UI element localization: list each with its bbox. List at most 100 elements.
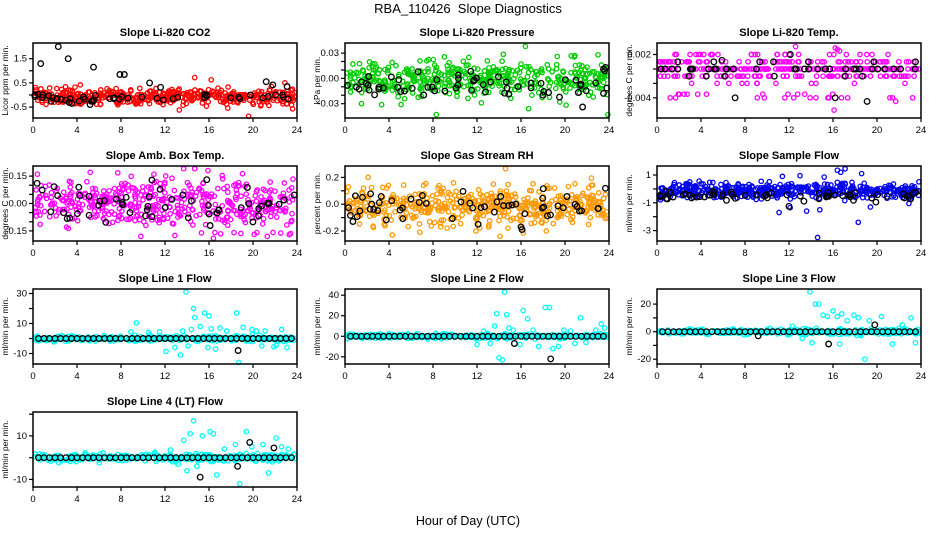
svg-text:-0.5: -0.5 bbox=[11, 102, 27, 113]
svg-text:0: 0 bbox=[30, 248, 35, 259]
svg-text:8: 8 bbox=[118, 494, 123, 505]
svg-text:Slope Li-820 Pressure: Slope Li-820 Pressure bbox=[420, 27, 535, 39]
svg-text:16: 16 bbox=[828, 248, 839, 259]
svg-text:24: 24 bbox=[604, 248, 615, 259]
svg-text:8: 8 bbox=[430, 125, 435, 136]
svg-text:0.2: 0.2 bbox=[326, 172, 339, 183]
svg-text:16: 16 bbox=[204, 125, 215, 136]
svg-text:12: 12 bbox=[472, 371, 483, 382]
svg-text:20: 20 bbox=[872, 248, 883, 259]
svg-text:0: 0 bbox=[342, 125, 347, 136]
svg-text:0: 0 bbox=[342, 371, 347, 382]
subplot-slope-gas-stream-rh: Slope Gas Stream RH percent per min. 0.2 0.… bbox=[312, 140, 624, 263]
svg-text:16: 16 bbox=[204, 248, 215, 259]
svg-text:4: 4 bbox=[698, 248, 703, 259]
svg-text:20: 20 bbox=[560, 371, 571, 382]
svg-text:Slope Sample Flow: Slope Sample Flow bbox=[739, 150, 840, 162]
svg-text:12: 12 bbox=[472, 125, 483, 136]
svg-text:4: 4 bbox=[74, 371, 79, 382]
svg-text:4: 4 bbox=[698, 125, 703, 136]
svg-text:ml/min per min.: ml/min per min. bbox=[312, 297, 322, 355]
svg-text:16: 16 bbox=[204, 371, 215, 382]
svg-text:20: 20 bbox=[560, 248, 571, 259]
svg-text:0: 0 bbox=[646, 327, 651, 338]
svg-text:degrees C per min.: degrees C per min. bbox=[624, 44, 634, 116]
svg-text:16: 16 bbox=[204, 494, 215, 505]
svg-text:Slope Gas Stream RH: Slope Gas Stream RH bbox=[420, 150, 533, 162]
svg-text:24: 24 bbox=[292, 494, 303, 505]
subplot-canvas-li820-co2: Slope Li-820 CO2 Licor ppm per min. 1.5 0.5… bbox=[0, 27, 303, 136]
svg-text:12: 12 bbox=[160, 371, 171, 382]
svg-text:ml/min per min.: ml/min per min. bbox=[0, 297, 10, 355]
svg-text:20: 20 bbox=[560, 125, 571, 136]
svg-text:0.03: 0.03 bbox=[321, 48, 340, 59]
subplot-canvas-gas-stream-rh: Slope Gas Stream RH percent per min. 0.2 0.… bbox=[312, 150, 615, 259]
svg-text:20: 20 bbox=[248, 371, 259, 382]
svg-text:0: 0 bbox=[30, 125, 35, 136]
subplot-canvas-line1-flow: Slope Line 1 Flow ml/min per min. 30 10 -100… bbox=[0, 273, 302, 382]
svg-text:4: 4 bbox=[698, 371, 703, 382]
svg-text:20: 20 bbox=[248, 125, 259, 136]
svg-text:24: 24 bbox=[292, 125, 303, 136]
svg-text:0: 0 bbox=[654, 371, 659, 382]
svg-text:1.5: 1.5 bbox=[14, 54, 27, 65]
svg-text:16: 16 bbox=[828, 125, 839, 136]
svg-text:0: 0 bbox=[30, 371, 35, 382]
svg-text:12: 12 bbox=[160, 494, 171, 505]
svg-text:8: 8 bbox=[430, 248, 435, 259]
svg-text:degrees C per min.: degrees C per min. bbox=[0, 167, 10, 239]
svg-text:24: 24 bbox=[292, 248, 303, 259]
subplot-slope-sample-flow: Slope Sample Flow ml/min per min. 1 -1 -3 0 4 8… bbox=[624, 140, 936, 263]
figure-title: RBA_110426 Slope Diagnostics bbox=[374, 1, 562, 16]
svg-text:Slope Li-820 Temp.: Slope Li-820 Temp. bbox=[739, 27, 838, 39]
svg-text:8: 8 bbox=[430, 371, 435, 382]
svg-text:4: 4 bbox=[386, 125, 391, 136]
subplot-canvas-sample-flow: Slope Sample Flow ml/min per min. 1 -1 -30 4 8… bbox=[624, 150, 926, 259]
svg-text:0: 0 bbox=[342, 248, 347, 259]
svg-text:0.0: 0.0 bbox=[326, 199, 339, 210]
svg-text:-0.2: -0.2 bbox=[323, 226, 339, 237]
svg-text:16: 16 bbox=[828, 371, 839, 382]
svg-text:ml/min per min.: ml/min per min. bbox=[624, 174, 634, 232]
svg-text:12: 12 bbox=[784, 248, 795, 259]
svg-text:ml/min per min.: ml/min per min. bbox=[0, 420, 10, 478]
svg-text:4: 4 bbox=[74, 248, 79, 259]
svg-text:0.5: 0.5 bbox=[14, 78, 27, 89]
subplot-slope-line1-flow: Slope Line 1 Flow ml/min per min. 30 10 -10 0… bbox=[0, 263, 312, 386]
svg-text:12: 12 bbox=[784, 371, 795, 382]
svg-text:20: 20 bbox=[248, 248, 259, 259]
svg-text:8: 8 bbox=[742, 371, 747, 382]
svg-text:10: 10 bbox=[16, 319, 27, 330]
svg-text:Slope Line 2 Flow: Slope Line 2 Flow bbox=[431, 273, 524, 285]
svg-text:-3: -3 bbox=[643, 226, 651, 237]
subplot-slope-line3-flow: Slope Line 3 Flow ml/min per min. 20 0 -20 0 4… bbox=[624, 263, 936, 386]
svg-text:12: 12 bbox=[160, 125, 171, 136]
svg-text:kPa per min.: kPa per min. bbox=[312, 57, 322, 105]
svg-text:30: 30 bbox=[16, 289, 27, 300]
subplot-canvas-line4-lt-flow: Slope Line 4 (LT) Flow ml/min per min. 10 -… bbox=[0, 396, 303, 505]
svg-text:0.15: 0.15 bbox=[9, 171, 28, 182]
svg-text:0: 0 bbox=[30, 494, 35, 505]
svg-text:percent per min.: percent per min. bbox=[312, 173, 322, 234]
svg-text:-0.004: -0.004 bbox=[624, 93, 651, 104]
svg-text:Slope Line 3 Flow: Slope Line 3 Flow bbox=[743, 273, 836, 285]
svg-text:12: 12 bbox=[160, 248, 171, 259]
subplot-slope-li820-pressure: Slope Li-820 Pressure kPa per min. 0.03 0.0… bbox=[312, 17, 624, 140]
subplot-slope-amb-box-temp: Slope Amb. Box Temp. degrees C per min. 0.… bbox=[0, 140, 312, 263]
subplot-slope-li820-temp: Slope Li-820 Temp. degrees C per min. 0.00… bbox=[624, 17, 936, 140]
subplot-slope-line2-flow: Slope Line 2 Flow ml/min per min. 40 20 0 -20… bbox=[312, 263, 624, 386]
svg-text:20: 20 bbox=[872, 371, 883, 382]
svg-text:10: 10 bbox=[16, 431, 27, 442]
subplot-slope-li820-co2: Slope Li-820 CO2 Licor ppm per min. 1.5 0.5… bbox=[0, 17, 312, 140]
svg-text:24: 24 bbox=[604, 125, 615, 136]
svg-text:4: 4 bbox=[386, 248, 391, 259]
svg-text:8: 8 bbox=[742, 125, 747, 136]
subplot-canvas-li820-temp: Slope Li-820 Temp. degrees C per min.0.00… bbox=[624, 27, 926, 136]
svg-text:ml/min per min.: ml/min per min. bbox=[624, 297, 634, 355]
subplot-canvas-amb-box-temp: Slope Amb. Box Temp. degrees C per min.0.… bbox=[0, 150, 303, 259]
x-axis-label: Hour of Day (UTC) bbox=[415, 514, 521, 528]
svg-text:20: 20 bbox=[872, 125, 883, 136]
plot-grid: Slope Li-820 CO2 Licor ppm per min. 1.5 0.5… bbox=[0, 17, 936, 509]
svg-text:-0.15: -0.15 bbox=[5, 226, 27, 237]
